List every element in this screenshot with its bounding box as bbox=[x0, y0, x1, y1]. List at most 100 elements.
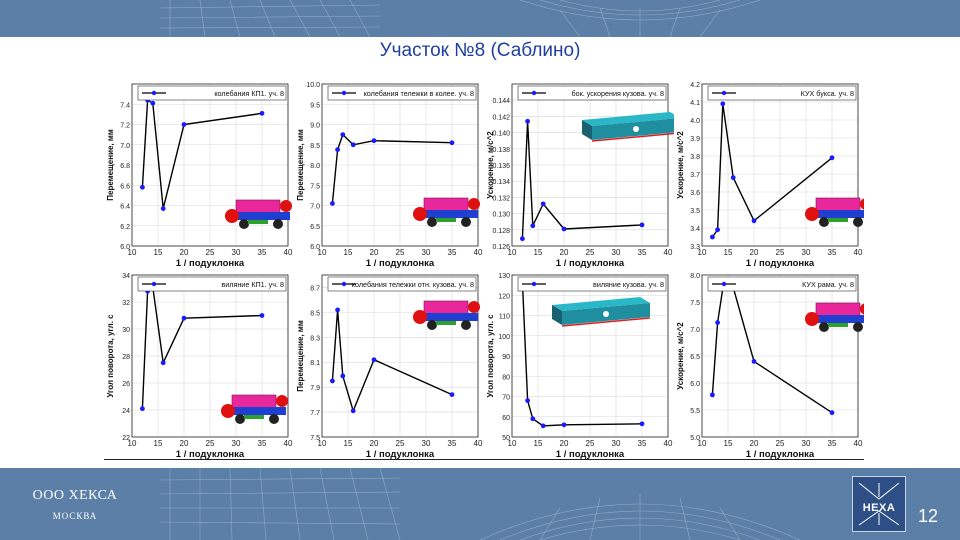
y-tick-label: 3.8 bbox=[690, 154, 700, 161]
x-tick-label: 20 bbox=[370, 248, 379, 257]
y-tick-label: 8.5 bbox=[310, 143, 320, 150]
bogie-wheel bbox=[273, 219, 283, 229]
bogie-wheel bbox=[280, 200, 292, 212]
legend-box bbox=[517, 276, 667, 292]
y-tick-label: 32 bbox=[122, 300, 130, 307]
data-point bbox=[335, 307, 340, 313]
x-tick-label: 10 bbox=[128, 248, 137, 257]
x-tick-label: 20 bbox=[750, 439, 759, 448]
y-tick-label: 3.5 bbox=[690, 208, 700, 215]
legend-label: виляние кузова. уч. 8 bbox=[593, 280, 664, 289]
data-point bbox=[371, 138, 377, 144]
data-point bbox=[561, 226, 567, 232]
mesh-pattern-top bbox=[159, 0, 761, 37]
y-tick-label: 3.4 bbox=[690, 226, 700, 233]
x-tick-label: 20 bbox=[370, 439, 379, 448]
y-tick-label: 6.5 bbox=[310, 224, 320, 231]
data-point bbox=[730, 175, 736, 180]
data-point bbox=[340, 132, 346, 138]
plot-frame bbox=[321, 274, 479, 438]
y-tick-label: 5.0 bbox=[690, 435, 700, 442]
x-tick-label: 10 bbox=[128, 439, 137, 448]
data-point bbox=[160, 360, 166, 366]
data-point bbox=[449, 140, 455, 146]
x-tick-label: 40 bbox=[664, 439, 673, 448]
y-tick-label: 4.2 bbox=[690, 82, 700, 89]
legend: бок. ускорения кузова. уч. 8 bbox=[517, 85, 667, 101]
bogie-wheel bbox=[225, 209, 239, 223]
hexa-logo bbox=[852, 476, 906, 532]
y-tick-label: 3.7 bbox=[690, 172, 700, 179]
carbody-roof bbox=[552, 297, 650, 311]
x-axis-label: 1 / подуклонка bbox=[366, 449, 435, 460]
bottom-banner bbox=[0, 468, 960, 540]
bogie-spring bbox=[436, 321, 456, 325]
y-tick-label: 0.130 bbox=[492, 212, 510, 219]
legend-label: бок. ускорения кузова. уч. 8 bbox=[571, 89, 664, 98]
y-tick-label: 7.5 bbox=[690, 300, 700, 307]
x-tick-label: 35 bbox=[828, 248, 837, 257]
plot-frame bbox=[321, 83, 479, 247]
x-tick-label: 35 bbox=[828, 439, 837, 448]
legend: КУХ рама. уч. 8 bbox=[707, 276, 857, 292]
data-point bbox=[350, 408, 356, 414]
x-tick-label: 15 bbox=[534, 248, 543, 257]
data-point bbox=[530, 416, 536, 422]
data-point bbox=[561, 422, 567, 428]
data-point bbox=[140, 184, 145, 190]
bogie-illustration bbox=[413, 300, 480, 330]
x-tick-label: 30 bbox=[612, 248, 621, 257]
bogie-wheel bbox=[239, 219, 249, 229]
y-tick-label: 0.142 bbox=[492, 114, 510, 121]
y-axis-label: Перемещение, мм bbox=[296, 320, 305, 392]
x-tick-label: 25 bbox=[206, 248, 215, 257]
chart-1: 10 15 20 25 30 35 40 6.0 6.2 6.4 6.6 6.8 7.0 7.2 7.4 1 … bbox=[106, 83, 293, 269]
plot-frame bbox=[131, 83, 289, 247]
x-tick-label: 35 bbox=[638, 248, 647, 257]
y-tick-label: 22 bbox=[122, 435, 130, 442]
y-tick-label: 0.140 bbox=[492, 131, 510, 138]
legend: колебания тележки отн. кузова. уч. 8 bbox=[327, 276, 477, 292]
bogie-spring bbox=[248, 220, 268, 224]
bogie-wheel bbox=[413, 310, 427, 324]
bogie-illustration bbox=[221, 394, 288, 424]
y-tick-label: 34 bbox=[122, 273, 130, 280]
x-tick-label: 30 bbox=[232, 439, 241, 448]
x-tick-label: 35 bbox=[638, 439, 647, 448]
bogie-wheel bbox=[413, 207, 427, 221]
data-point bbox=[751, 218, 757, 224]
x-axis-label: 1 / подуклонка bbox=[746, 449, 815, 460]
data-point bbox=[710, 392, 715, 398]
carbody-marker bbox=[603, 311, 609, 317]
bogie-wheel bbox=[461, 217, 471, 227]
carbody-end bbox=[582, 120, 592, 140]
series-line bbox=[521, 281, 643, 427]
legend: КУХ букса. уч. 8 bbox=[707, 85, 857, 101]
legend: виляние кузова. уч. 8 bbox=[517, 276, 667, 292]
data-point bbox=[335, 147, 340, 153]
legend-box bbox=[707, 276, 857, 292]
x-tick-label: 40 bbox=[474, 439, 483, 448]
y-axis-label: Ускорение, м/с^2 bbox=[676, 322, 685, 390]
y-tick-label: 6.0 bbox=[310, 244, 320, 251]
y-axis-label: Ускорение, м/с^2 bbox=[486, 131, 495, 199]
data-point bbox=[829, 155, 835, 161]
x-tick-label: 15 bbox=[154, 439, 163, 448]
legend: колебания КП1. уч. 8 bbox=[137, 85, 287, 101]
bogie-spring bbox=[436, 218, 456, 222]
x-tick-label: 25 bbox=[396, 439, 405, 448]
x-tick-label: 25 bbox=[206, 439, 215, 448]
bogie-illustration bbox=[225, 199, 292, 229]
bogie-illustration bbox=[805, 302, 864, 332]
y-axis-label: Перемещение, мм bbox=[296, 129, 305, 201]
data-point bbox=[525, 118, 530, 124]
bogie-spring bbox=[244, 415, 264, 419]
legend-marker bbox=[721, 90, 727, 96]
x-tick-label: 15 bbox=[344, 248, 353, 257]
y-tick-label: 3.3 bbox=[690, 244, 700, 251]
y-tick-label: 0.136 bbox=[492, 163, 510, 170]
legend-marker bbox=[151, 90, 157, 96]
data-point bbox=[259, 110, 265, 116]
bogie-wheel bbox=[468, 198, 480, 210]
legend-box bbox=[517, 85, 667, 101]
